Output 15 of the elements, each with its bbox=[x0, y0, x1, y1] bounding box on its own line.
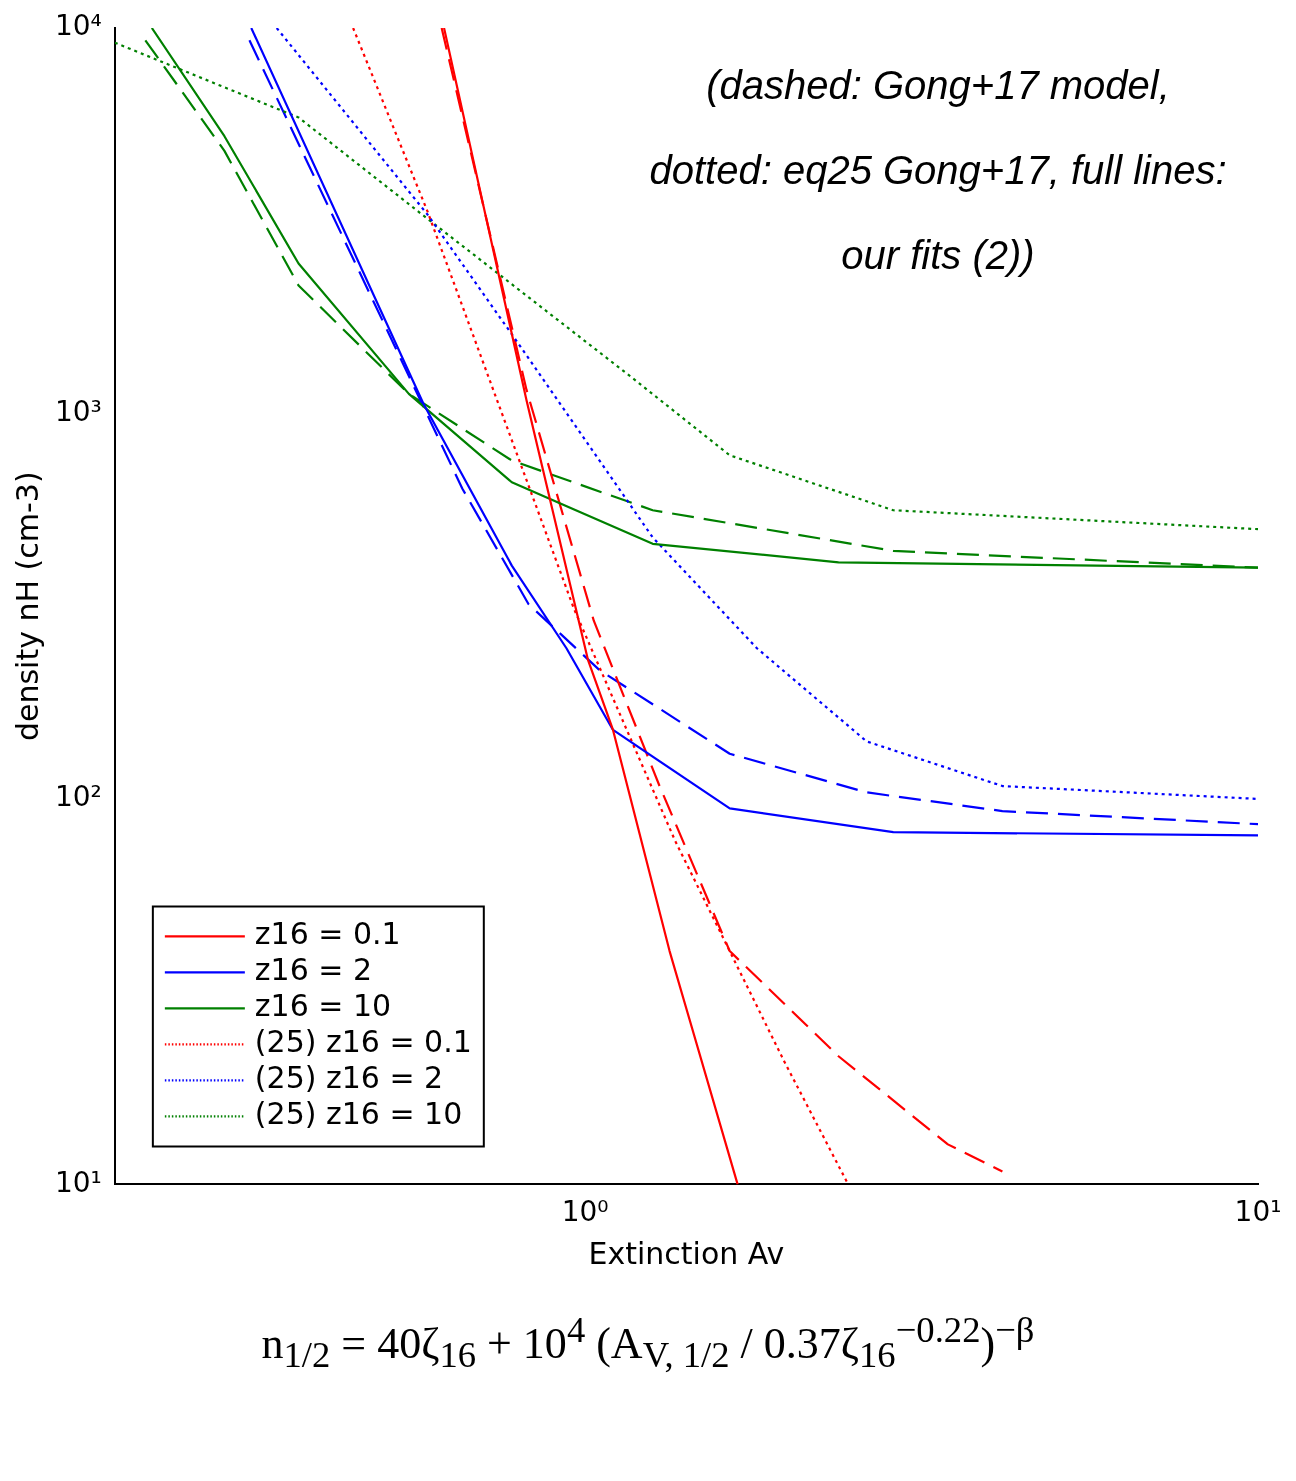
x-tick-label: 10⁰ bbox=[561, 1195, 609, 1229]
y-tick-label: 10² bbox=[54, 780, 102, 814]
legend-label: z16 = 0.1 bbox=[254, 916, 401, 952]
y-tick-label: 10³ bbox=[54, 394, 102, 428]
y-axis-title: density nH (cm-3) bbox=[9, 471, 45, 742]
legend-label: (25) z16 = 0.1 bbox=[254, 1024, 472, 1060]
legend-label: (25) z16 = 10 bbox=[254, 1096, 463, 1132]
text: n$_{1/2}$ = 40ζ$_{16}$ + 10$^{4}$ (A$_{V, 1/2}$ / 0.37ζ$_{16}$$^{−0.22}$)$^{−β}$ bbox=[261, 1309, 1035, 1376]
y-tick-label: 10¹ bbox=[54, 1165, 102, 1199]
annotation: (dashed: Gong+17 model, dotted: eq25 Gong+17, full lines: our fits (2)) bbox=[649, 63, 1227, 278]
legend-label: (25) z16 = 2 bbox=[254, 1060, 444, 1096]
x-axis-title: Extinction Av bbox=[588, 1235, 785, 1271]
legend-label: z16 = 10 bbox=[254, 988, 392, 1024]
legend-label: z16 = 2 bbox=[254, 952, 373, 988]
y-tick-label: 10⁴ bbox=[54, 9, 102, 43]
